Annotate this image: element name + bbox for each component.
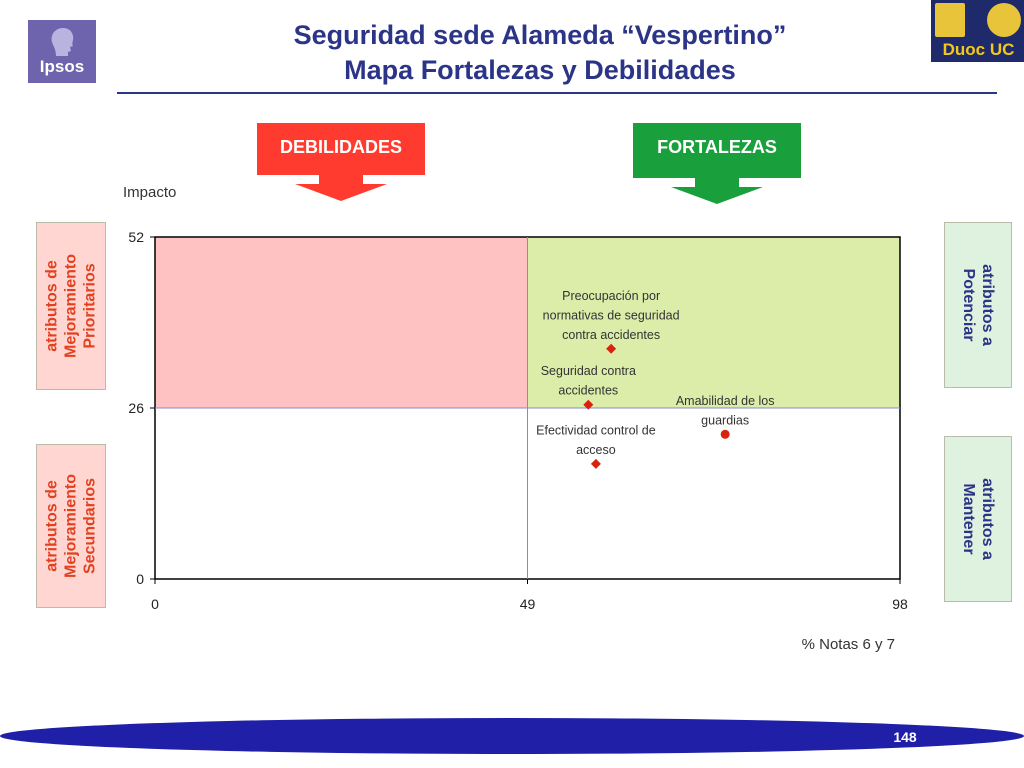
side-label-secundarios-line-3: Secundarios [81,477,99,575]
y-axis-label: Impacto [123,184,176,201]
duoc-uc-logo: Duoc UC [931,0,1024,62]
quadrant-debilidades [154,236,528,409]
data-label-3-line-1: acceso [576,443,616,457]
page-number: 148 [893,729,917,745]
data-label-1-line-1: accidentes [558,384,618,398]
ipsos-logo-text: Ipsos [39,57,85,76]
y-tick-label: 0 [136,571,144,587]
side-label-mantener-line-2: Mantener [960,483,977,555]
title-line-1: Seguridad sede Alameda “Vespertino” [293,20,787,50]
fortalezas-box: FORTALEZAS [633,123,801,178]
side-label-potenciar-line-1: atributos a [979,264,996,346]
data-point-3 [590,458,601,469]
debilidades-arrow-icon [295,174,387,201]
head-silhouette-icon [51,27,74,56]
ipsos-logo: Ipsos [28,20,96,83]
side-label-potenciar: atributos a Potenciar [944,222,1012,388]
data-point-2 [720,429,730,439]
side-label-potenciar-line-2: Potenciar [960,268,977,342]
data-label-0-line-1: normativas de seguridad [543,308,680,322]
side-label-secundarios-line-2: Mejoramiento [62,473,80,579]
side-label-mantener-line-1: atributos a [979,478,996,560]
data-label-0-line-0: Preocupación por [562,289,660,303]
fortalezas-arrow-icon [671,177,763,204]
data-point-1 [583,399,594,410]
x-axis-label: % Notas 6 y 7 [802,636,895,653]
data-label-2-line-1: guardias [701,413,749,427]
data-label-0-line-2: contra accidentes [562,328,660,342]
side-label-prioritarios-line-2: Mejoramiento [62,253,80,359]
x-tick-label: 0 [151,596,159,612]
data-point-0 [606,343,617,354]
x-tick-label: 49 [520,596,536,612]
data-label-1-line-0: Seguridad contra [541,364,636,378]
side-label-prioritarios-line-1: atributos de [43,260,61,352]
debilidades-box: DEBILIDADES [257,123,425,175]
side-label-secundarios: atributos de Mejoramiento Secundarios [36,444,106,608]
title-divider [117,92,997,94]
side-label-prioritarios: atributos de Mejoramiento Prioritarios [36,222,106,390]
side-label-mantener: atributos a Mantener [944,436,1012,602]
data-label-3-line-0: Efectividad control de [536,423,656,437]
footer-band [0,718,1024,754]
data-label-2-line-0: Amabilidad de los [676,394,775,408]
title-line-2: Mapa Fortalezas y Debilidades [344,55,736,85]
x-tick-label: 98 [892,596,908,612]
side-label-prioritarios-line-3: Prioritarios [81,263,99,349]
quadrant-fortalezas [527,236,901,409]
crest-icon [935,3,965,37]
duoc-logo-text: Duoc UC [942,40,1015,59]
seal-icon [987,3,1021,37]
y-tick-label: 52 [128,229,144,245]
y-tick-label: 26 [128,400,144,416]
side-label-secundarios-line-1: atributos de [43,480,61,572]
